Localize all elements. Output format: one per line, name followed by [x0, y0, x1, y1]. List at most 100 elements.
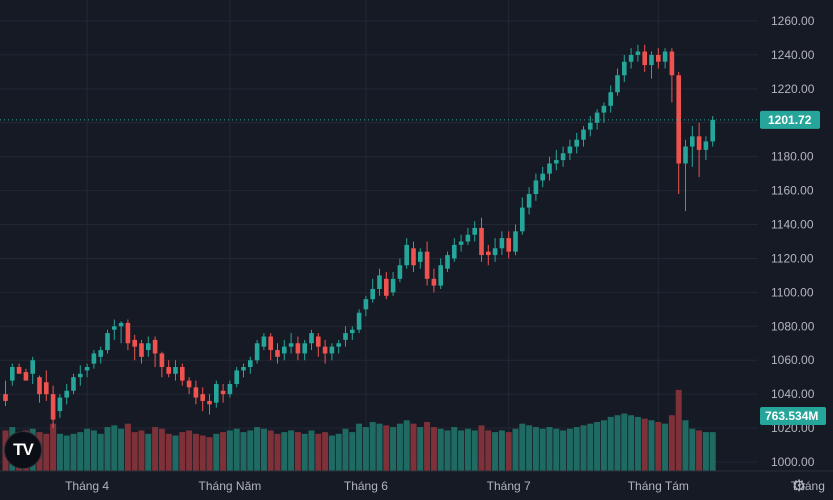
candle-body[interactable]	[656, 54, 661, 62]
candle-body[interactable]	[78, 373, 83, 378]
candle-body[interactable]	[560, 153, 566, 161]
tradingview-logo-icon[interactable]: TV	[4, 431, 42, 469]
candle-body[interactable]	[112, 326, 117, 330]
candle-body[interactable]	[397, 265, 403, 279]
candle-body[interactable]	[513, 231, 518, 252]
candle-body[interactable]	[506, 238, 511, 252]
candle-body[interactable]	[418, 251, 423, 262]
candle-body[interactable]	[132, 339, 137, 347]
candle-body[interactable]	[10, 367, 15, 381]
candle-body[interactable]	[574, 139, 579, 147]
candle-body[interactable]	[173, 367, 178, 374]
candle-body[interactable]	[268, 336, 273, 351]
candle-body[interactable]	[50, 394, 56, 420]
candle-body[interactable]	[363, 299, 369, 310]
candle-body[interactable]	[139, 343, 144, 357]
candle-body[interactable]	[186, 380, 192, 388]
candle-body[interactable]	[662, 51, 668, 62]
candle-body[interactable]	[214, 383, 219, 403]
candle-body[interactable]	[254, 343, 260, 361]
candle-body[interactable]	[608, 92, 613, 106]
candle-body[interactable]	[234, 370, 239, 384]
candle-body[interactable]	[526, 194, 532, 208]
candle-body[interactable]	[329, 346, 335, 354]
candle-body[interactable]	[370, 288, 375, 300]
candle-body[interactable]	[390, 278, 396, 293]
candle-body[interactable]	[431, 278, 437, 286]
candle-body[interactable]	[37, 377, 42, 395]
candle-body[interactable]	[676, 75, 681, 164]
candle-body[interactable]	[125, 322, 131, 344]
candle-body[interactable]	[316, 336, 321, 347]
candle-body[interactable]	[44, 382, 49, 395]
candle-body[interactable]	[622, 61, 627, 76]
candle-body[interactable]	[207, 400, 212, 405]
candle-body[interactable]	[336, 343, 341, 347]
candle-body[interactable]	[98, 350, 103, 357]
candle-body[interactable]	[533, 180, 539, 195]
candle-body[interactable]	[64, 390, 69, 398]
candle-body[interactable]	[703, 141, 709, 150]
candle-body[interactable]	[438, 265, 443, 286]
candle-body[interactable]	[152, 339, 158, 354]
candle-body[interactable]	[492, 248, 498, 256]
candle-body[interactable]	[356, 312, 362, 330]
candle-body[interactable]	[683, 146, 688, 164]
candle-body[interactable]	[601, 105, 607, 113]
candle-body[interactable]	[166, 367, 171, 374]
candle-body[interactable]	[91, 353, 97, 364]
candle-body[interactable]	[615, 75, 620, 93]
candle-body[interactable]	[567, 146, 573, 154]
candle-body[interactable]	[649, 54, 654, 66]
candle-body[interactable]	[302, 343, 307, 354]
candle-body[interactable]	[248, 360, 253, 368]
candle-body[interactable]	[343, 333, 348, 340]
candle-body[interactable]	[452, 244, 457, 259]
candle-body[interactable]	[146, 343, 151, 351]
candle-body[interactable]	[275, 350, 280, 357]
candle-body[interactable]	[118, 322, 124, 327]
candle-body[interactable]	[520, 207, 525, 232]
candle-body[interactable]	[23, 372, 29, 381]
candle-body[interactable]	[479, 227, 484, 256]
candle-body[interactable]	[180, 367, 185, 381]
candle-body[interactable]	[261, 336, 267, 347]
candle-body[interactable]	[227, 383, 233, 395]
candle-body[interactable]	[3, 394, 8, 401]
candle-body[interactable]	[377, 275, 382, 289]
candle-body[interactable]	[322, 346, 328, 354]
candle-body[interactable]	[411, 248, 416, 266]
candle-body[interactable]	[71, 377, 76, 391]
candle-body[interactable]	[486, 251, 491, 256]
candle-body[interactable]	[404, 244, 409, 266]
candle-body[interactable]	[309, 333, 314, 344]
candle-body[interactable]	[30, 360, 35, 374]
candle-body[interactable]	[669, 51, 675, 76]
candle-body[interactable]	[220, 390, 226, 395]
candle-body[interactable]	[710, 119, 715, 142]
gear-icon[interactable]: ⚙	[791, 478, 807, 495]
candle-body[interactable]	[594, 112, 600, 123]
candle-body[interactable]	[635, 51, 641, 55]
candle-body[interactable]	[690, 136, 695, 147]
candle-body[interactable]	[642, 51, 647, 66]
candle-body[interactable]	[499, 238, 505, 249]
candle-body[interactable]	[547, 163, 552, 174]
candle-body[interactable]	[241, 367, 246, 371]
candle-body[interactable]	[472, 227, 477, 235]
candle-body[interactable]	[540, 173, 545, 181]
candle-body[interactable]	[445, 255, 450, 269]
candle-body[interactable]	[159, 353, 165, 368]
candle-body[interactable]	[84, 367, 90, 371]
candle-body[interactable]	[350, 329, 355, 334]
candle-body[interactable]	[200, 394, 205, 401]
candle-body[interactable]	[295, 343, 301, 354]
candle-body[interactable]	[282, 346, 287, 354]
candle-body[interactable]	[581, 129, 586, 140]
candle-body[interactable]	[193, 387, 199, 398]
candle-body[interactable]	[554, 160, 559, 164]
candle-body[interactable]	[57, 397, 63, 412]
candle-body[interactable]	[16, 367, 22, 374]
candle-body[interactable]	[458, 241, 464, 245]
